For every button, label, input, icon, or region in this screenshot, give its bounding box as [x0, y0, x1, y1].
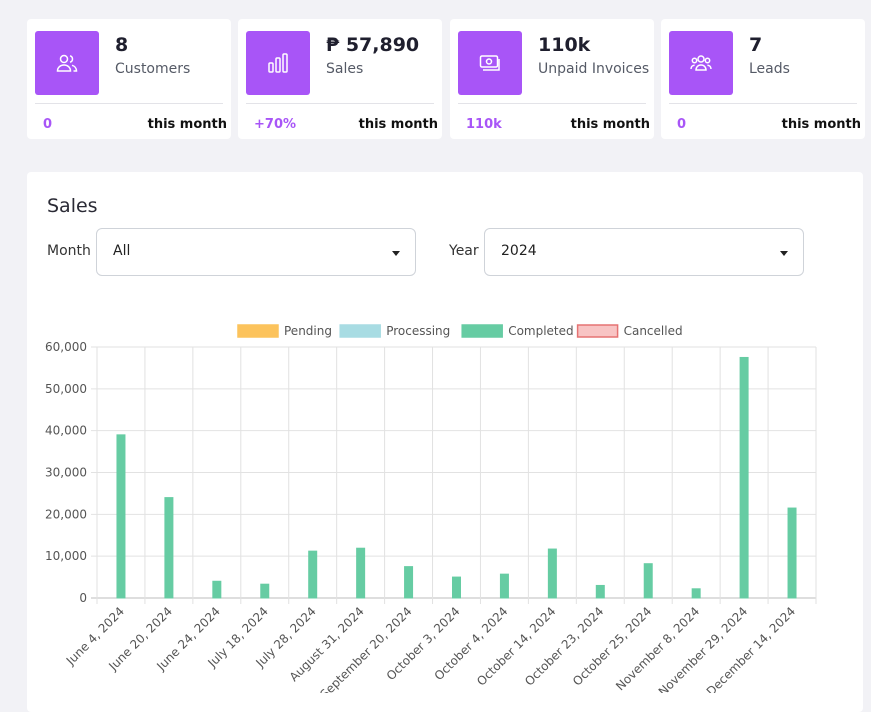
bar: [164, 497, 174, 599]
card-divider: [35, 103, 223, 104]
users-icon: [35, 31, 99, 95]
card-sales[interactable]: ₱ 57,890 Sales +70% this month: [238, 19, 442, 139]
card-label: Leads: [749, 61, 790, 77]
card-period: this month: [570, 117, 650, 132]
card-change: 0: [677, 117, 687, 132]
bar: [404, 566, 414, 599]
caret-down-icon: [392, 251, 400, 256]
bar: [739, 356, 749, 599]
bar: [595, 584, 605, 599]
legend-label: Processing: [386, 324, 450, 338]
bar: [308, 550, 318, 599]
card-change: 0: [43, 117, 53, 132]
card-label: Sales: [326, 61, 364, 77]
legend-label: Completed: [508, 324, 573, 338]
bar: [643, 563, 653, 599]
x-tick-label: November 29, 2024: [656, 604, 751, 693]
summary-cards: 8 Customers 0 this month ₱ 57,890 Sales …: [27, 19, 871, 139]
bar: [212, 580, 222, 599]
y-tick-label: 60,000: [45, 340, 87, 354]
bar: [547, 548, 557, 599]
y-tick-label: 10,000: [45, 549, 87, 563]
bar-chart-icon: [246, 31, 310, 95]
group-icon: [669, 31, 733, 95]
cash-icon: [458, 31, 522, 95]
card-unpaid-invoices[interactable]: 110k Unpaid Invoices 110k this month: [450, 19, 654, 139]
sales-panel: Sales Month All Year 2024 0 10,000 20,000 3…: [27, 172, 863, 712]
card-divider: [669, 103, 857, 104]
legend-swatch: [237, 324, 279, 338]
year-label: Year: [449, 243, 479, 259]
year-select-value: 2024: [501, 243, 537, 259]
y-tick-label: 20,000: [45, 507, 87, 521]
card-value: 110k: [538, 34, 591, 56]
bar: [116, 434, 126, 599]
card-period: this month: [781, 117, 861, 132]
legend-label: Cancelled: [624, 324, 683, 338]
caret-down-icon: [780, 251, 788, 256]
year-select[interactable]: 2024: [484, 228, 804, 276]
panel-title: Sales: [47, 195, 98, 217]
card-label: Customers: [115, 61, 191, 77]
card-change: +70%: [254, 117, 297, 132]
y-tick-label: 0: [79, 591, 87, 605]
card-value: ₱ 57,890: [326, 34, 420, 56]
month-select-value: All: [113, 243, 131, 259]
sales-chart: 010,00020,00030,00040,00050,00060,000Jun…: [45, 324, 817, 693]
bar: [691, 588, 701, 599]
card-customers[interactable]: 8 Customers 0 this month: [27, 19, 231, 139]
y-tick-label: 30,000: [45, 466, 87, 480]
bar: [787, 507, 797, 599]
card-value: 7: [749, 34, 763, 56]
card-value: 8: [115, 34, 129, 56]
card-divider: [246, 103, 434, 104]
card-change: 110k: [466, 117, 502, 132]
month-label: Month: [47, 243, 91, 259]
bar: [452, 576, 461, 599]
x-tick-label: December 14, 2024: [704, 604, 798, 693]
card-period: this month: [358, 117, 438, 132]
card-label: Unpaid Invoices: [538, 61, 650, 77]
month-select[interactable]: All: [96, 228, 416, 276]
card-divider: [458, 103, 646, 104]
bar: [356, 547, 366, 599]
bar: [260, 583, 270, 599]
legend-swatch: [339, 324, 381, 338]
y-tick-label: 40,000: [45, 424, 87, 438]
y-tick-label: 50,000: [45, 382, 87, 396]
bar: [499, 573, 509, 599]
legend-label: Pending: [284, 324, 332, 338]
card-period: this month: [147, 117, 227, 132]
card-leads[interactable]: 7 Leads 0 this month: [661, 19, 865, 139]
legend-swatch: [576, 324, 619, 338]
legend-swatch: [461, 324, 503, 338]
x-tick-label: November 8, 2024: [613, 604, 702, 693]
